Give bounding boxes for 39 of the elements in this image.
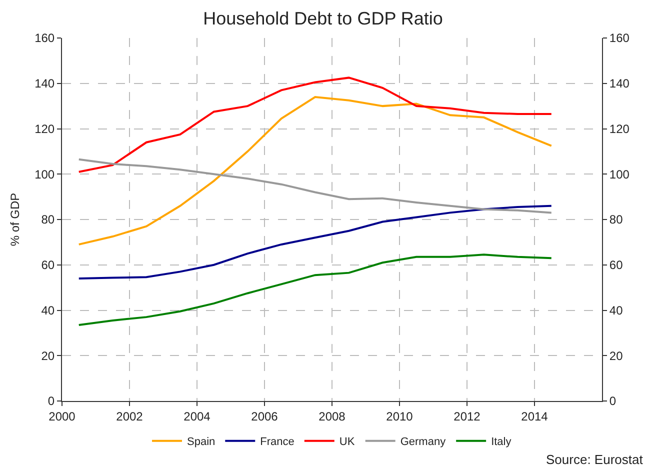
x-tick-label: 2006	[251, 409, 278, 424]
y2-tick-label: 20	[609, 348, 624, 363]
y-tick-label: 160	[34, 31, 55, 46]
y-tick-label: 120	[34, 122, 55, 136]
x-tick-label: 2004	[184, 409, 211, 424]
y2-tick-label: 140	[609, 76, 630, 91]
y-tick-label: 80	[41, 212, 55, 227]
y2-tick-label: 80	[609, 212, 624, 227]
x-tick-label: 2000	[48, 409, 76, 424]
line-series	[78, 204, 552, 280]
legend-label: France	[260, 436, 294, 448]
y-tick-label: 100	[34, 167, 55, 182]
x-tick-label: 2014	[521, 409, 548, 424]
y2-tick-label: 160	[609, 31, 630, 46]
line-series	[78, 254, 552, 326]
y-tick-label: 0	[48, 394, 55, 408]
legend-label: Germany	[400, 436, 446, 448]
x-tick-label: 2002	[116, 409, 144, 424]
chart-title: Household Debt to GDP Ratio	[203, 8, 443, 28]
line-series	[78, 76, 552, 173]
y-axis-title: % of GDP	[8, 192, 22, 246]
legend-label: Spain	[187, 436, 216, 448]
y2-tick-label: 0	[609, 394, 616, 408]
y-tick-label: 40	[41, 303, 55, 318]
y-tick-label: 20	[41, 348, 55, 363]
y2-tick-label: 40	[609, 303, 624, 318]
x-tick-label: 2008	[318, 409, 346, 424]
legend-label: UK	[339, 436, 356, 448]
x-tick-label: 2012	[454, 409, 481, 424]
y-tick-label: 60	[41, 258, 55, 272]
y2-tick-label: 60	[609, 258, 624, 272]
x-tick-label: 2010	[386, 409, 414, 424]
y-tick-label: 140	[34, 76, 55, 91]
y2-tick-label: 100	[609, 167, 630, 182]
source-note: Source: Eurostat	[546, 452, 644, 467]
line-series	[78, 96, 552, 246]
legend-label: Italy	[491, 436, 512, 448]
line-series	[78, 158, 552, 214]
y2-tick-label: 120	[609, 122, 630, 136]
